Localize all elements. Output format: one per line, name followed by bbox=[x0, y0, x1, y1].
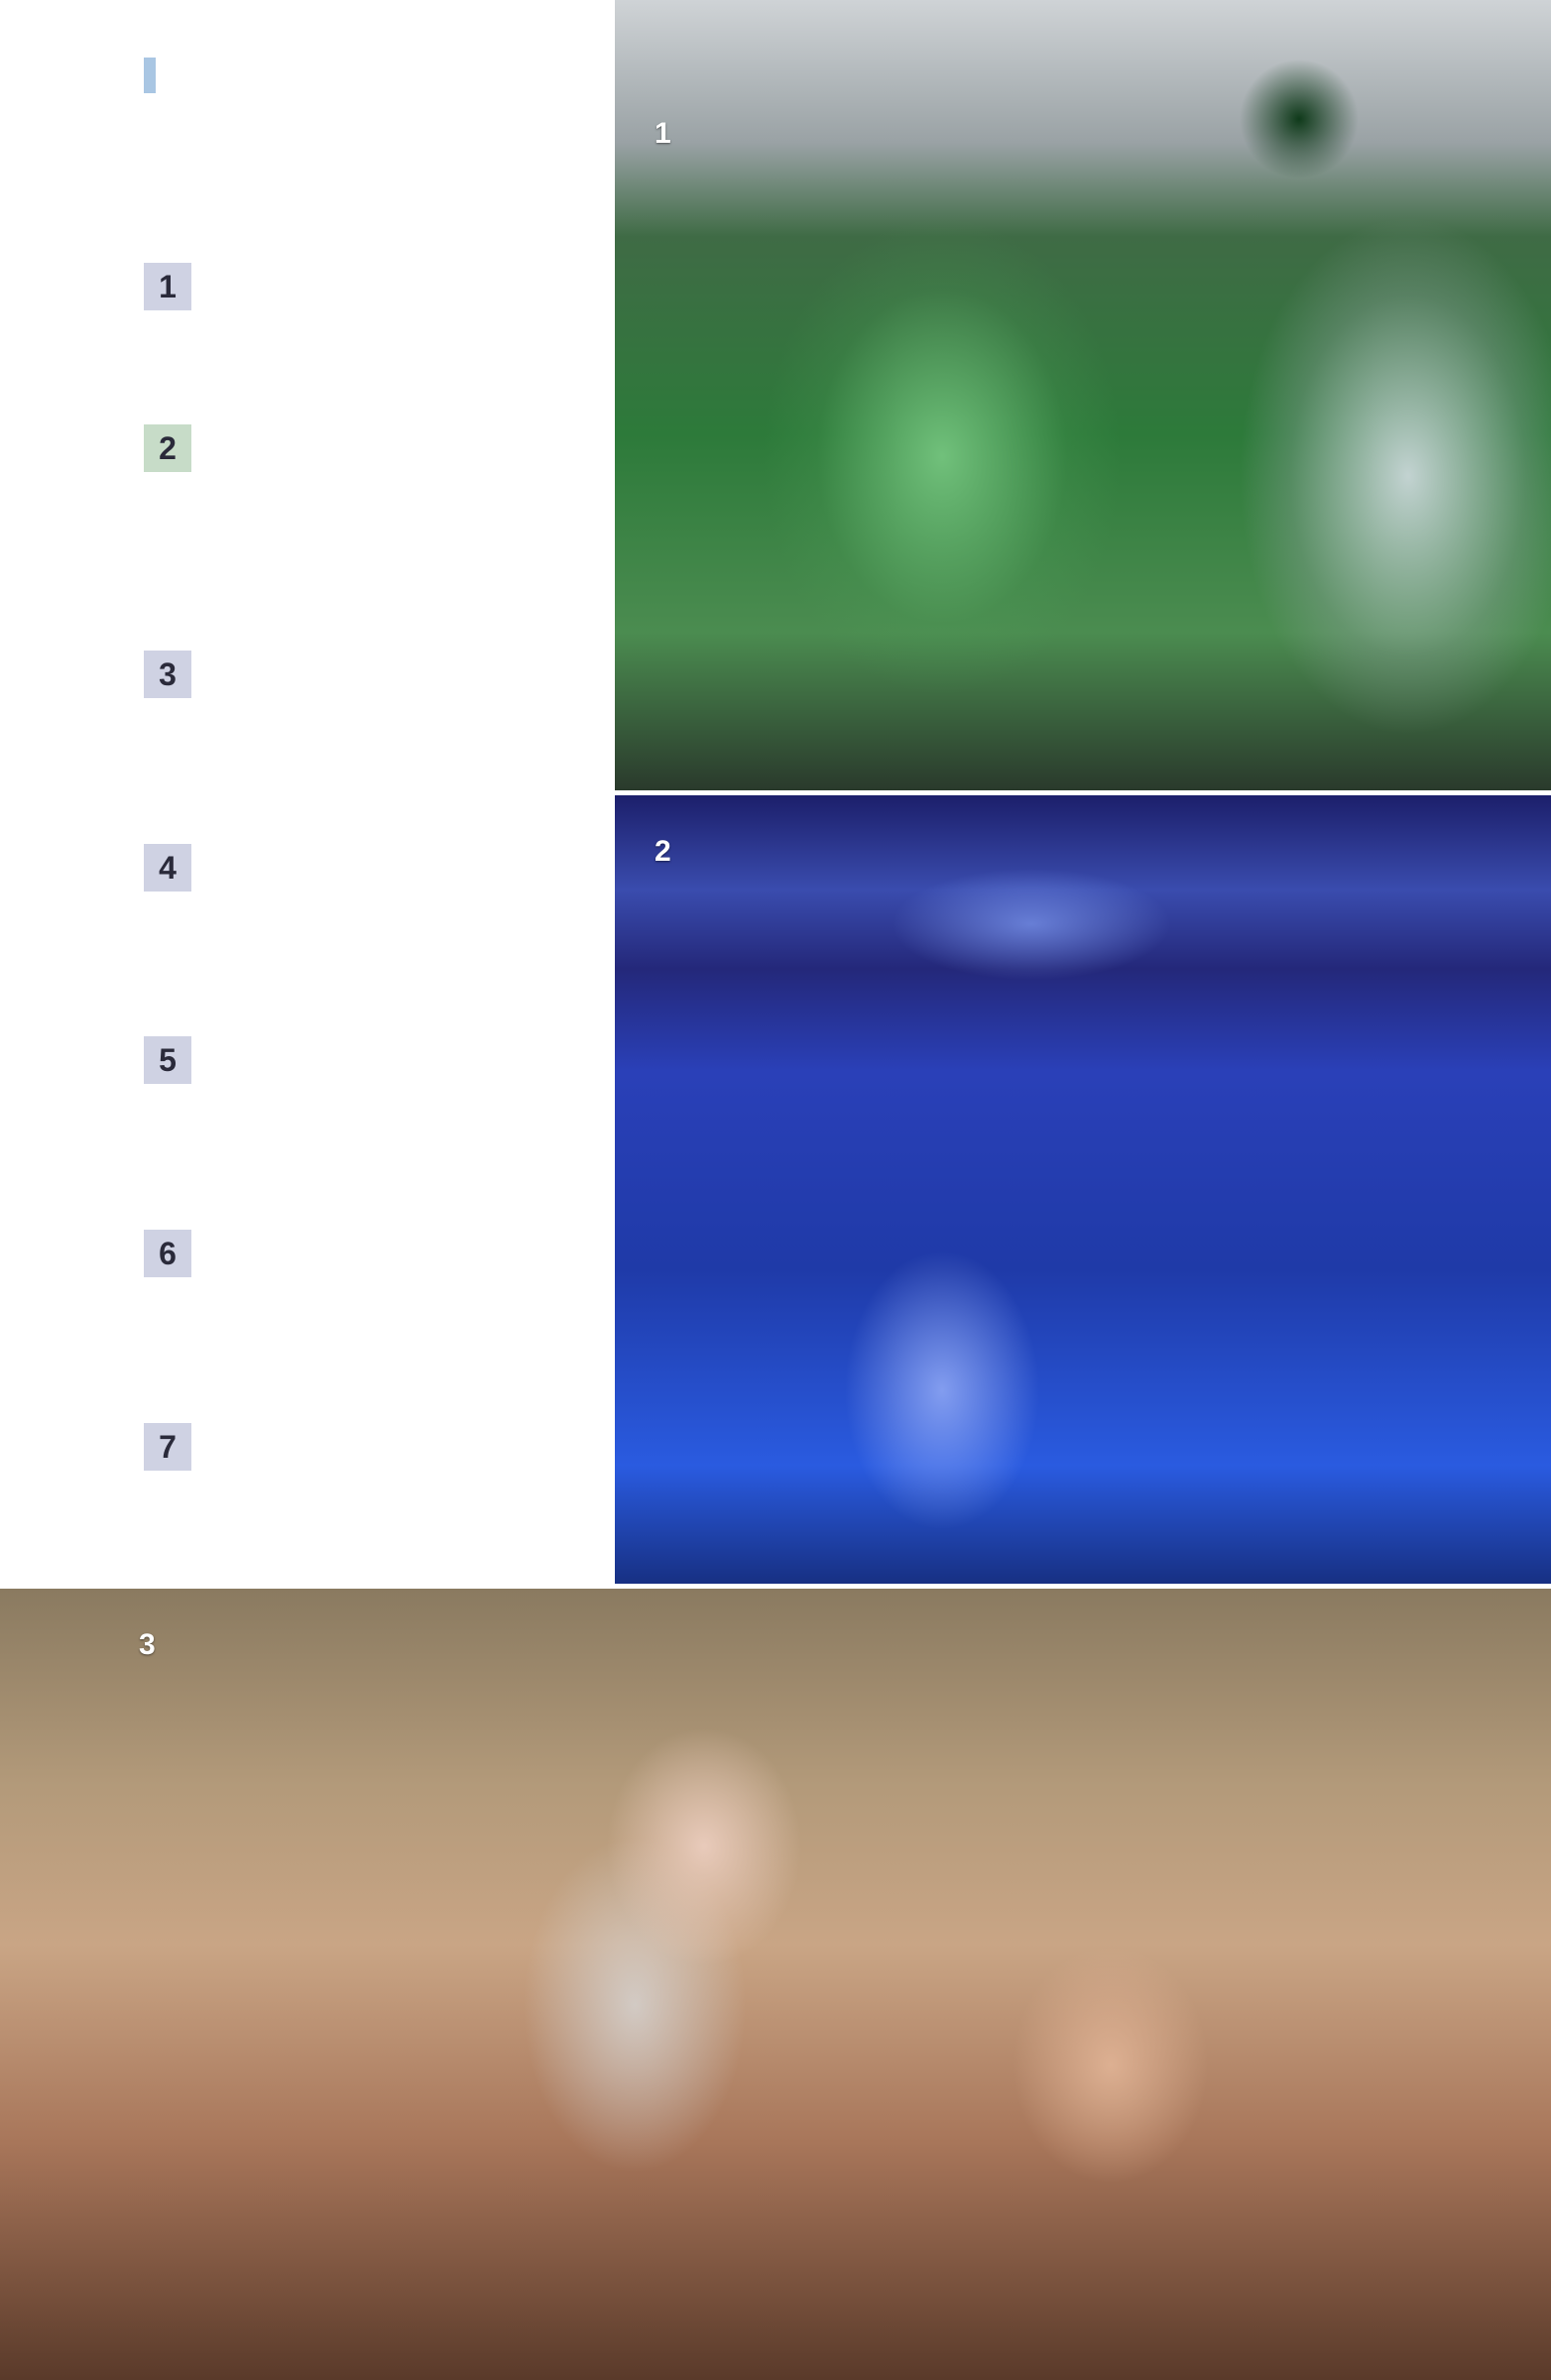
photo-festival-crowd: 3 bbox=[0, 1589, 1551, 2380]
number-badge-1: 1 bbox=[144, 263, 191, 310]
number-badge-2: 2 bbox=[144, 424, 191, 472]
number-badge-7: 7 bbox=[144, 1423, 191, 1471]
accent-bar bbox=[144, 58, 156, 93]
number-badge-6: 6 bbox=[144, 1230, 191, 1277]
photo-concert-crowd: 2 bbox=[615, 795, 1551, 1584]
photo-label-1: 1 bbox=[655, 117, 671, 150]
number-badge-5: 5 bbox=[144, 1036, 191, 1084]
number-badge-3: 3 bbox=[144, 651, 191, 698]
number-badge-4: 4 bbox=[144, 844, 191, 892]
photo-st-patricks-crowd: 1 bbox=[615, 0, 1551, 790]
photo-label-2: 2 bbox=[655, 835, 671, 868]
photo-label-3: 3 bbox=[139, 1628, 156, 1661]
